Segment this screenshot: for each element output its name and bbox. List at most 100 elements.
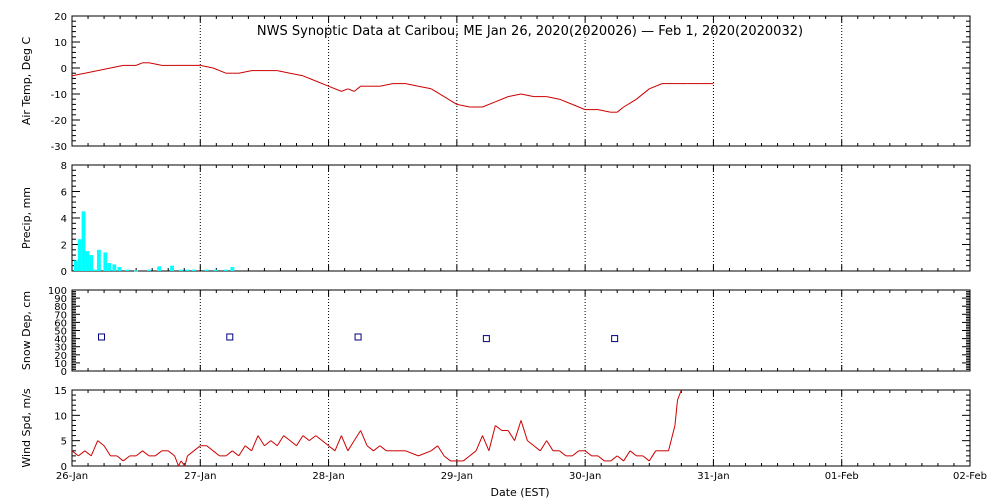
series-line-segment bbox=[482, 435, 490, 451]
series-line-segment bbox=[488, 425, 496, 451]
series-line-segment bbox=[456, 103, 470, 108]
series-line-segment bbox=[296, 435, 304, 447]
series-line-segment bbox=[572, 103, 586, 111]
series-line-segment bbox=[584, 450, 592, 457]
x-tick-label: 31-Jan bbox=[697, 471, 729, 482]
series-line-segment bbox=[257, 435, 265, 447]
series-line-segment bbox=[616, 106, 624, 113]
series-line-segment bbox=[212, 450, 220, 457]
series-line-segment bbox=[379, 445, 387, 452]
precip-bar bbox=[147, 269, 151, 271]
series-line-segment bbox=[495, 96, 509, 103]
series-line-segment bbox=[437, 445, 445, 457]
series-line-segment bbox=[405, 83, 419, 87]
precip-bar bbox=[134, 270, 139, 272]
series-line-segment bbox=[206, 445, 214, 452]
y-tick-label: -30 bbox=[51, 142, 67, 153]
series-line-segment bbox=[418, 85, 432, 90]
series-line-segment bbox=[84, 450, 92, 457]
precip-bar bbox=[103, 252, 108, 271]
y-tick-label: 80 bbox=[54, 302, 67, 313]
precip-bar bbox=[81, 211, 86, 271]
chart-title: NWS Synoptic Data at Caribou, ME Jan 26,… bbox=[257, 24, 803, 39]
precip-bar bbox=[73, 260, 78, 271]
series-line-segment bbox=[116, 455, 124, 462]
series-line-segment bbox=[184, 455, 188, 467]
precip-bar bbox=[85, 251, 90, 271]
series-line-segment bbox=[302, 75, 316, 82]
series-line-segment bbox=[546, 96, 560, 100]
precip-bar bbox=[157, 266, 162, 271]
series-line-segment bbox=[623, 98, 637, 108]
series-line-segment bbox=[648, 450, 657, 462]
series-line-segment bbox=[347, 440, 355, 452]
series-line-segment bbox=[212, 67, 227, 74]
series-line-segment bbox=[315, 80, 329, 87]
precip-bar bbox=[117, 267, 122, 271]
series-line-segment bbox=[283, 435, 291, 442]
series-line-segment bbox=[71, 450, 79, 457]
series-line-segment bbox=[347, 88, 355, 92]
x-tick-label: 02-Feb bbox=[953, 471, 987, 482]
series-line-segment bbox=[636, 88, 650, 100]
series-line-segment bbox=[135, 62, 143, 66]
series-line-segment bbox=[302, 435, 310, 442]
series-line-segment bbox=[610, 455, 618, 462]
series-line-segment bbox=[321, 440, 329, 447]
y-tick-label: 0 bbox=[61, 367, 67, 378]
snow-depth-point bbox=[611, 335, 619, 343]
series-line-segment bbox=[167, 450, 175, 457]
series-line-segment bbox=[244, 445, 252, 452]
series-line-segment bbox=[155, 450, 163, 457]
x-tick-label: 27-Jan bbox=[184, 471, 216, 482]
y-tick-label: 60 bbox=[54, 318, 67, 329]
y-tick-label: 15 bbox=[54, 386, 67, 397]
series-line-segment bbox=[328, 445, 336, 452]
series-line-segment bbox=[135, 450, 143, 457]
series-line-segment bbox=[289, 72, 304, 77]
series-line-segment bbox=[507, 430, 516, 441]
series-line-segment bbox=[148, 62, 162, 66]
y-tick-label: -10 bbox=[51, 90, 67, 101]
precip-bar bbox=[191, 269, 196, 271]
series-line-segment bbox=[193, 445, 201, 452]
series-line-segment bbox=[97, 440, 105, 447]
y-tick-label: 2 bbox=[61, 241, 67, 252]
series-line-segment bbox=[225, 450, 233, 457]
series-line-segment bbox=[430, 445, 438, 452]
series-line-segment bbox=[71, 72, 85, 77]
series-line-segment bbox=[629, 450, 637, 457]
series-line-segment bbox=[251, 435, 259, 451]
series-line-segment bbox=[430, 88, 445, 98]
series-line-segment bbox=[597, 455, 605, 462]
y-tick-label: 50 bbox=[54, 327, 67, 338]
snow-depth-point bbox=[354, 333, 362, 341]
series-line-segment bbox=[276, 435, 285, 447]
x-tick-label: 28-Jan bbox=[312, 471, 344, 482]
series-line-segment bbox=[353, 85, 361, 92]
series-line-segment bbox=[187, 450, 195, 457]
y-tick-label: 0 bbox=[61, 267, 67, 278]
series-line-segment bbox=[475, 435, 483, 451]
series-line-segment bbox=[238, 445, 246, 457]
series-line-segment bbox=[668, 425, 676, 451]
y-axis-label: Wind Spd, m/s bbox=[20, 388, 33, 468]
y-tick-label: 40 bbox=[54, 335, 67, 346]
x-tick-label: 30-Jan bbox=[569, 471, 601, 482]
series-line-segment bbox=[123, 455, 131, 462]
series-line-segment bbox=[443, 96, 458, 105]
x-tick-label: 01-Feb bbox=[825, 471, 859, 482]
y-tick-label: 0 bbox=[61, 462, 67, 473]
series-line-segment bbox=[334, 435, 342, 451]
series-line-segment bbox=[469, 450, 477, 457]
y-tick-label: 10 bbox=[54, 411, 67, 422]
series-line-segment bbox=[238, 70, 252, 74]
series-line-segment bbox=[340, 435, 349, 451]
series-line-segment bbox=[264, 440, 272, 447]
x-tick-label: 26-Jan bbox=[56, 471, 88, 482]
x-axis-label: Date (EST) bbox=[490, 486, 549, 499]
y-tick-label: 8 bbox=[61, 161, 67, 172]
